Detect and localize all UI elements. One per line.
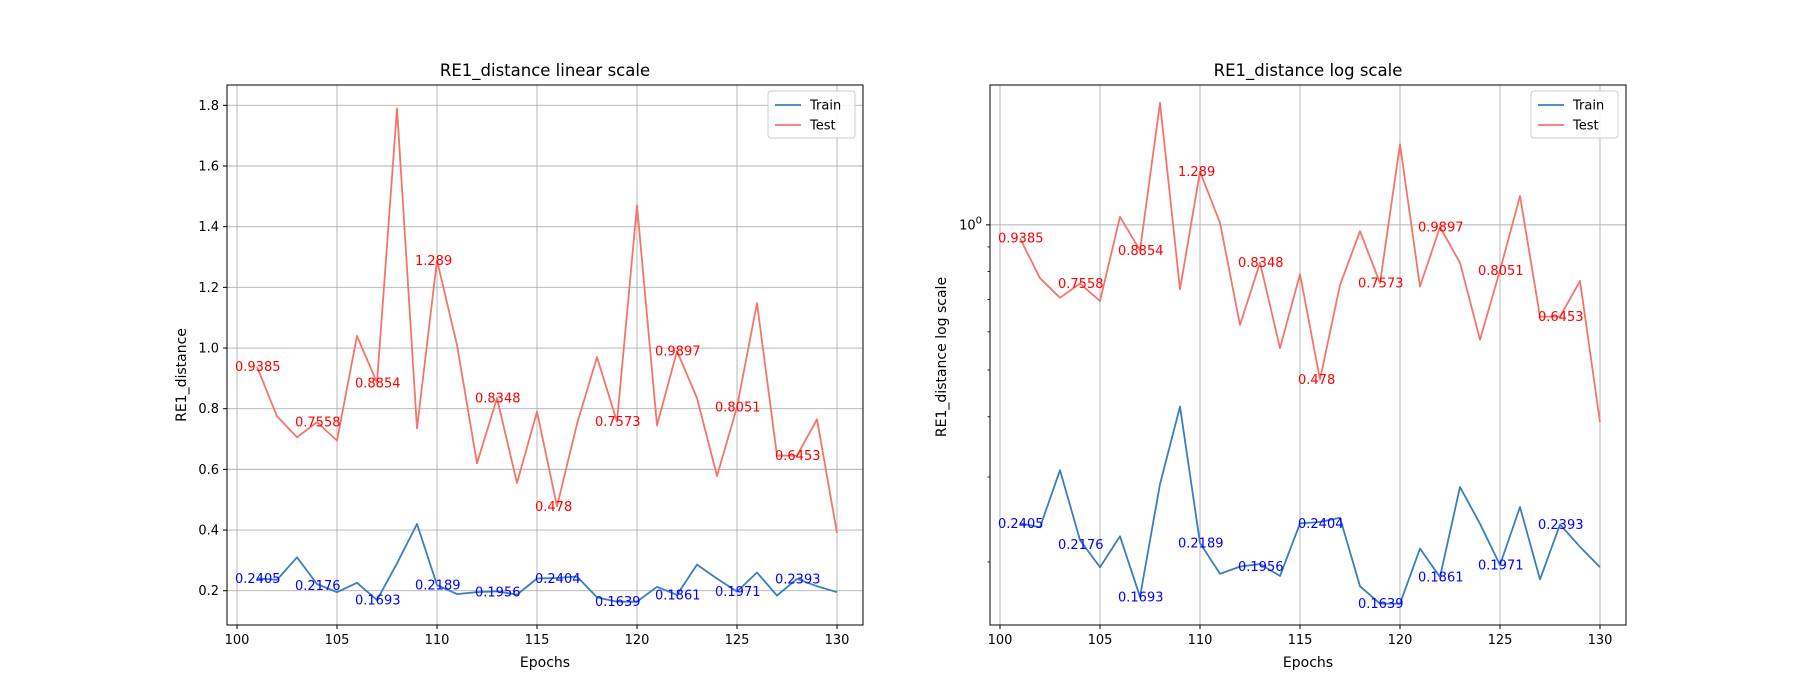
test-data-label: 0.9897 — [1418, 221, 1464, 236]
linear-scale-panel: RE1_distance linear scale Epochs RE1_dis… — [174, 61, 864, 671]
y-tick-label: 100 — [959, 215, 982, 233]
x-tick-label: 120 — [1388, 633, 1413, 648]
x-tick-label: 115 — [1288, 633, 1313, 648]
test-data-label: 0.6453 — [1538, 310, 1584, 325]
y-tick-label: 1.8 — [198, 99, 219, 114]
x-tick-label: 105 — [325, 633, 350, 648]
test-data-label: 0.8348 — [1238, 256, 1284, 271]
test-data-label: 0.7573 — [595, 415, 641, 430]
test-series-line — [1019, 102, 1601, 423]
log-scale-panel: RE1_distance log scale Epochs RE1_distan… — [934, 61, 1627, 671]
train-data-label: 0.2393 — [1538, 518, 1584, 533]
test-data-label: 1.289 — [1178, 165, 1215, 180]
train-data-label: 0.1861 — [655, 588, 701, 603]
x-tick-label: 125 — [725, 633, 750, 648]
test-data-label: 0.8854 — [1118, 244, 1164, 259]
train-data-label: 0.2176 — [1058, 538, 1104, 553]
y-tick-label: 0.8 — [198, 402, 219, 417]
train-data-label: 0.2404 — [535, 572, 581, 587]
y-tick-label: 0.2 — [198, 584, 219, 599]
train-data-label: 0.1639 — [1358, 597, 1404, 612]
train-data-label: 0.1956 — [1238, 560, 1284, 575]
legend-label: Train — [1572, 99, 1604, 114]
y-axis-label: RE1_distance log scale — [934, 277, 950, 437]
x-axis-label: Epochs — [1283, 655, 1333, 671]
y-tick-label: 1.6 — [198, 160, 219, 175]
test-data-label: 1.289 — [415, 254, 452, 269]
x-tick-label: 100 — [988, 633, 1013, 648]
train-data-label: 0.2176 — [295, 579, 341, 594]
test-data-label: 0.478 — [535, 500, 572, 515]
x-tick-label: 125 — [1488, 633, 1513, 648]
legend: Train Test — [767, 90, 856, 139]
test-data-label: 0.7558 — [295, 416, 341, 431]
train-data-label: 0.2405 — [998, 517, 1044, 532]
test-data-label: 0.9385 — [235, 360, 281, 375]
y-axis-label: RE1_distance — [174, 328, 190, 422]
legend-box — [767, 90, 856, 139]
x-axis-label: Epochs — [520, 655, 570, 671]
train-series-line — [256, 523, 838, 603]
y-tick-label: 1.2 — [198, 281, 219, 296]
test-data-label: 0.8854 — [355, 376, 401, 391]
plot-frame — [989, 84, 1627, 626]
legend-box — [1530, 90, 1619, 139]
test-data-label: 0.9897 — [655, 345, 701, 360]
test-data-label: 0.8051 — [715, 401, 761, 416]
y-tick-label: 1.4 — [198, 220, 219, 235]
x-tick-label: 115 — [525, 633, 550, 648]
train-data-label: 0.1639 — [595, 595, 641, 610]
train-data-label: 0.2189 — [1178, 537, 1224, 552]
y-tick-label: 0.4 — [198, 524, 219, 539]
test-data-label: 0.7558 — [1058, 277, 1104, 292]
train-data-label: 0.1861 — [1418, 571, 1464, 586]
train-data-label: 0.2189 — [415, 578, 461, 593]
legend-label: Test — [809, 119, 836, 134]
test-data-label: 0.6453 — [775, 449, 821, 464]
x-tick-label: 110 — [1188, 633, 1213, 648]
test-series-line — [256, 107, 838, 534]
legend: Train Test — [1530, 90, 1619, 139]
x-tick-label: 130 — [825, 633, 850, 648]
y-tick-label: 1.0 — [198, 342, 219, 357]
chart-title: RE1_distance linear scale — [440, 61, 650, 81]
train-data-label: 0.1971 — [1478, 558, 1524, 573]
x-tick-label: 110 — [425, 633, 450, 648]
train-data-label: 0.1971 — [715, 585, 761, 600]
test-data-label: 0.7573 — [1358, 277, 1404, 292]
test-data-label: 0.8051 — [1478, 264, 1524, 279]
chart-title: RE1_distance log scale — [1214, 61, 1403, 81]
x-tick-label: 130 — [1588, 633, 1613, 648]
test-data-label: 0.8348 — [475, 392, 521, 407]
legend-label: Test — [1572, 119, 1599, 134]
x-tick-label: 120 — [625, 633, 650, 648]
x-tick-label: 105 — [1088, 633, 1113, 648]
train-data-label: 0.1956 — [475, 586, 521, 601]
x-tick-label: 100 — [225, 633, 250, 648]
train-data-label: 0.1693 — [355, 594, 401, 609]
test-data-label: 0.9385 — [998, 232, 1044, 247]
train-data-label: 0.1693 — [1118, 590, 1164, 605]
test-data-label: 0.478 — [1298, 373, 1335, 388]
plot-frame — [226, 84, 864, 626]
legend-label: Train — [809, 99, 841, 114]
train-data-label: 0.2405 — [235, 572, 281, 587]
y-tick-label: 0.6 — [198, 463, 219, 478]
train-data-label: 0.2393 — [775, 572, 821, 587]
train-data-label: 0.2404 — [1298, 517, 1344, 532]
train-series-line — [1019, 405, 1601, 605]
